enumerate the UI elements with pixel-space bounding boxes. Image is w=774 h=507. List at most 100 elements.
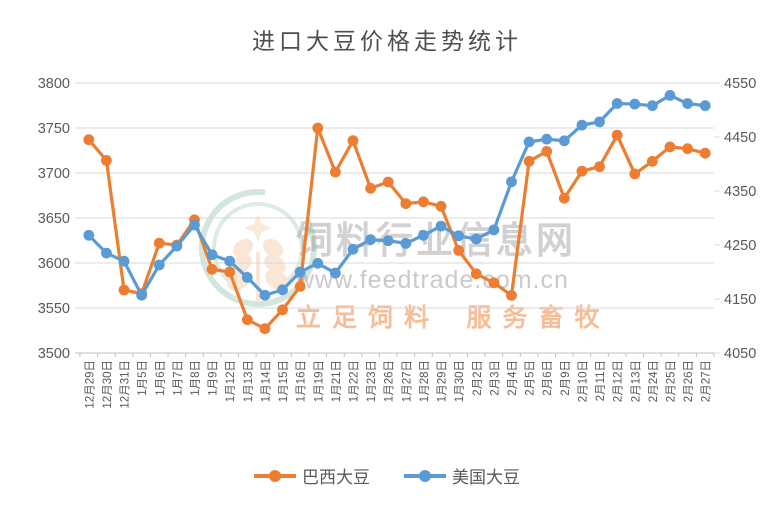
data-point — [101, 155, 112, 166]
data-point — [83, 229, 95, 241]
data-point — [329, 166, 341, 178]
data-point — [347, 243, 359, 255]
svg-text:1月16日: 1月16日 — [296, 360, 308, 402]
right-axis-labels: 4050 4150 4250 4350 4450 4550 — [714, 76, 756, 362]
svg-text:1月15日: 1月15日 — [278, 360, 290, 402]
data-point — [453, 245, 465, 256]
data-point — [470, 233, 482, 245]
svg-text:4050: 4050 — [724, 346, 756, 362]
data-point — [294, 281, 306, 292]
svg-text:3650: 3650 — [38, 211, 70, 227]
chart-legend: 巴西大豆 美国大豆 — [0, 463, 774, 488]
brazil-line-marker-icon — [254, 469, 296, 482]
data-point — [611, 98, 623, 109]
svg-text:2月10日: 2月10日 — [577, 360, 589, 402]
svg-text:12月29日: 12月29日 — [84, 360, 96, 409]
svg-text:1月29日: 1月29日 — [437, 360, 449, 402]
svg-text:1月14日: 1月14日 — [260, 360, 272, 402]
svg-text:2月4日: 2月4日 — [507, 360, 519, 396]
svg-text:4550: 4550 — [724, 76, 756, 92]
svg-text:12月31日: 12月31日 — [120, 360, 132, 409]
data-point — [206, 249, 218, 261]
data-point — [224, 255, 236, 267]
data-point — [646, 100, 658, 112]
chart-title: 进口大豆价格走势统计 — [252, 29, 522, 54]
data-point — [453, 230, 465, 242]
svg-text:4350: 4350 — [724, 184, 756, 200]
data-point — [435, 200, 447, 212]
data-point — [418, 196, 429, 208]
svg-text:1月5日: 1月5日 — [137, 360, 149, 396]
svg-text:2月5日: 2月5日 — [525, 360, 537, 396]
svg-text:2月11日: 2月11日 — [595, 360, 607, 401]
svg-text:1月27日: 1月27日 — [401, 360, 413, 402]
svg-text:1月7日: 1月7日 — [172, 360, 184, 396]
data-point — [400, 237, 412, 249]
data-point — [312, 257, 324, 269]
data-point — [664, 90, 676, 101]
data-point — [470, 268, 482, 280]
data-point — [523, 155, 535, 167]
svg-text:3750: 3750 — [38, 121, 70, 137]
data-point — [506, 176, 517, 188]
svg-text:2月3日: 2月3日 — [489, 360, 501, 396]
data-point — [541, 146, 553, 157]
data-point — [488, 277, 500, 289]
data-point — [541, 133, 553, 145]
svg-text:3700: 3700 — [38, 166, 70, 182]
data-point — [646, 155, 658, 167]
data-point — [136, 289, 148, 301]
svg-text:4450: 4450 — [724, 130, 756, 146]
data-point — [488, 224, 500, 236]
svg-text:1月26日: 1月26日 — [384, 360, 396, 402]
data-point — [294, 266, 306, 278]
data-point — [365, 182, 376, 194]
data-point — [682, 143, 693, 155]
data-point — [101, 247, 112, 259]
svg-text:3500: 3500 — [38, 346, 70, 362]
data-point — [259, 323, 271, 335]
data-point — [682, 98, 693, 109]
data-point — [329, 267, 341, 279]
series-line-brazil — [83, 122, 711, 335]
data-point — [629, 168, 641, 180]
data-point — [118, 284, 130, 296]
data-point — [558, 192, 570, 204]
data-point — [576, 119, 588, 131]
data-point — [699, 100, 711, 112]
svg-text:1月19日: 1月19日 — [313, 360, 325, 402]
x-axis-labels: 12月29日 12月30日 12月31日 1月5日 1月6日 1月7日 1月8日 1月9日 1月… — [84, 360, 712, 409]
svg-text:4150: 4150 — [724, 292, 756, 308]
data-point — [312, 122, 324, 134]
svg-text:2月26日: 2月26日 — [683, 360, 695, 402]
legend-item-us: 美国大豆 — [404, 463, 520, 488]
data-point — [382, 176, 394, 188]
data-point — [277, 284, 288, 296]
svg-text:1月12日: 1月12日 — [225, 360, 237, 402]
svg-text:1月30日: 1月30日 — [454, 360, 466, 402]
data-point — [382, 235, 394, 247]
svg-text:1月9日: 1月9日 — [208, 360, 220, 396]
data-point — [189, 219, 200, 231]
data-point — [118, 255, 130, 267]
data-point — [153, 259, 165, 271]
svg-text:2月12日: 2月12日 — [613, 360, 625, 402]
data-point — [435, 220, 447, 232]
data-point — [400, 198, 412, 210]
svg-text:1月6日: 1月6日 — [155, 360, 167, 396]
svg-text:1月28日: 1月28日 — [419, 360, 431, 402]
left-axis-labels: 3500 3550 3600 3650 3700 3750 3800 — [38, 76, 70, 362]
svg-text:3800: 3800 — [38, 76, 70, 92]
data-point — [365, 234, 376, 246]
data-point — [224, 266, 236, 278]
data-point — [259, 289, 271, 301]
gridlines — [75, 82, 715, 357]
data-point — [241, 314, 253, 326]
svg-text:12月30日: 12月30日 — [102, 360, 114, 409]
data-point — [576, 165, 588, 177]
data-point — [664, 141, 676, 153]
data-point — [277, 304, 288, 316]
data-point — [83, 134, 95, 146]
